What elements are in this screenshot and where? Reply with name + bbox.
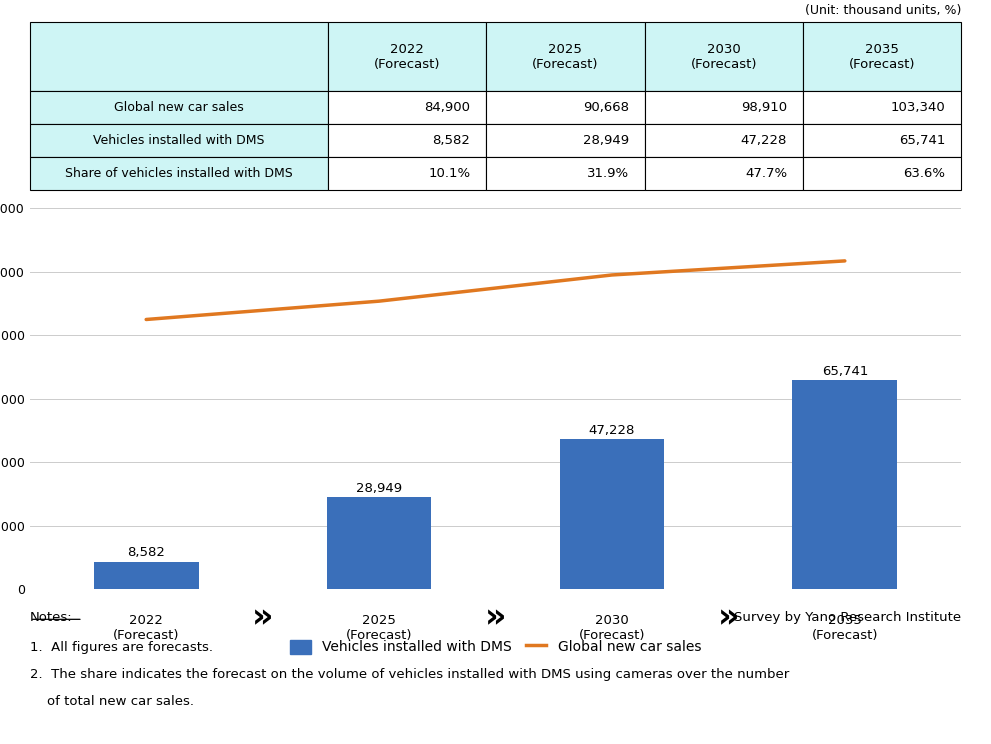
Text: »: » [485, 601, 506, 635]
Text: Survey by Yano Research Institute: Survey by Yano Research Institute [734, 611, 961, 623]
Bar [94, 562, 198, 589]
Bar [793, 380, 897, 589]
Text: of total new car sales.: of total new car sales. [30, 695, 193, 708]
Text: »: » [252, 601, 274, 635]
Text: 28,949: 28,949 [356, 481, 402, 495]
Legend: Vehicles installed with DMS, Global new car sales: Vehicles installed with DMS, Global new … [285, 635, 706, 658]
Text: 8,582: 8,582 [127, 546, 165, 559]
Text: 47,228: 47,228 [589, 423, 635, 437]
Text: 2.  The share indicates the forecast on the volume of vehicles installed with DM: 2. The share indicates the forecast on t… [30, 668, 789, 681]
Text: Notes:: Notes: [30, 611, 72, 623]
Text: (Unit: thousand units, %): (Unit: thousand units, %) [805, 4, 961, 17]
Text: 65,741: 65,741 [822, 365, 868, 378]
Text: 1.  All figures are forecasts.: 1. All figures are forecasts. [30, 641, 213, 654]
Bar [327, 497, 431, 589]
Text: »: » [717, 601, 739, 635]
Bar [560, 439, 664, 589]
